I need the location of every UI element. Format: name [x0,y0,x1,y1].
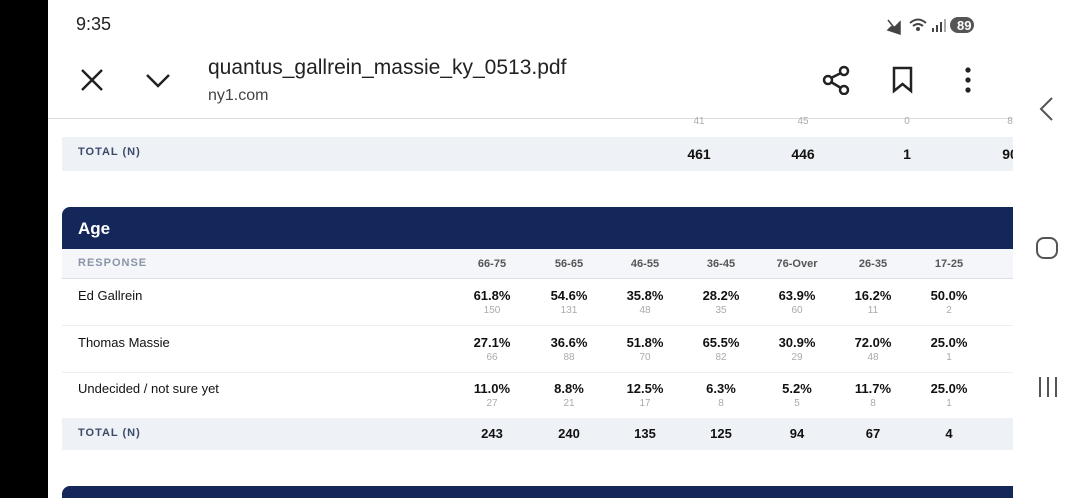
column-header: 17-25 [934,258,964,270]
file-source: ny1.com [208,87,269,104]
share-button[interactable] [822,65,852,95]
count: 82 [715,351,727,363]
pdf-viewer: 9:35 89 quantus_gallrein_massie_ky_0513.… [48,0,1013,498]
total-label: TOTAL (N) [78,146,141,158]
battery: 89 [957,18,972,33]
total: 4 [945,426,953,441]
percent: 25.0% [930,334,968,350]
row-divider [62,325,1013,326]
percent: 8.8% [554,381,584,396]
count: 21 [563,398,575,409]
count: 5 [794,398,800,409]
column-header: 26-35 [858,258,888,270]
column-header: 46-55 [630,258,660,270]
count: 66 [486,351,498,363]
percent: 54.6% [550,288,588,303]
count: 48 [639,305,651,316]
bookmark-button[interactable] [890,66,916,94]
column-header: RESPONSE [78,257,148,269]
count: 88 [563,351,575,363]
percent: 65.5% [702,334,740,350]
close-button[interactable] [78,66,106,94]
total: 446 [791,146,815,162]
count: 35 [715,305,727,316]
percent: 30.9% [778,334,816,350]
percent: 27.1% [473,334,511,350]
expand-button[interactable] [144,66,172,94]
count: 27 [486,398,498,409]
total: 461 [687,146,711,162]
percent: 28.2% [702,288,740,303]
left-bezel [0,0,48,498]
count: 1 [946,398,952,409]
back-button[interactable] [1037,96,1057,122]
total: 240 [558,426,580,441]
percent: 63.9% [778,288,816,303]
percent: 12.5% [626,381,664,396]
count: 2 [946,305,952,316]
count: 1 [946,351,952,363]
count: 11 [867,305,879,316]
column-header-row [62,249,1013,279]
section-title: Age [78,219,111,238]
percent: 72.0% [854,334,892,350]
count: 45 [797,116,809,127]
home-button[interactable] [1035,236,1059,260]
count: 60 [791,305,803,316]
more-button[interactable] [960,66,976,94]
total: 1 [903,146,911,162]
column-header: 36-45 [706,258,736,270]
column-header: 76-Over [776,258,818,270]
section-header [62,207,1013,249]
nav-bar [1013,0,1080,498]
percent: 50.0% [930,288,968,303]
percent: 51.8% [626,334,664,350]
percent: 25.0% [930,381,968,396]
total-row-bg [62,418,1013,450]
count: 131 [560,305,578,316]
total: 67 [865,426,881,441]
next-section-header [62,486,1013,498]
status-icons [886,17,974,36]
total: 94 [789,426,805,441]
total: 125 [710,426,732,441]
total: 135 [634,426,656,441]
percent: 5.2% [782,381,812,396]
row-label: Ed Gallrein [78,288,143,303]
total: 90 [1002,146,1013,162]
percent: 16.2% [854,288,892,303]
column-header: 66-75 [477,258,507,270]
count: 70 [639,351,651,363]
row-label: Thomas Massie [78,334,170,350]
recents-button[interactable] [1037,375,1059,399]
count: 8 [1007,116,1013,127]
percent: 61.8% [473,288,511,303]
file-name: quantus_gallrein_massie_ky_0513.pdf [208,56,567,79]
percent: 35.8% [626,288,664,303]
count: 0 [904,116,910,127]
total-label: TOTAL (N) [78,427,141,439]
count: 17 [639,398,651,409]
percent: 6.3% [706,381,736,396]
column-header: 56-65 [554,258,584,270]
divider [48,118,1013,119]
percent: 36.6% [550,334,588,350]
count: 29 [791,351,803,363]
count: 41 [693,116,705,127]
count: 150 [483,305,501,316]
total: 243 [481,426,503,441]
percent: 11.7% [854,381,892,396]
row-divider [62,371,1013,373]
count: 8 [718,398,724,409]
count: 48 [867,351,879,363]
total-row-bg [62,137,1013,171]
row-label: Undecided / not sure yet [78,381,219,396]
clock: 9:35 [76,14,112,34]
percent: 11.0% [473,381,511,396]
count: 8 [870,398,876,409]
